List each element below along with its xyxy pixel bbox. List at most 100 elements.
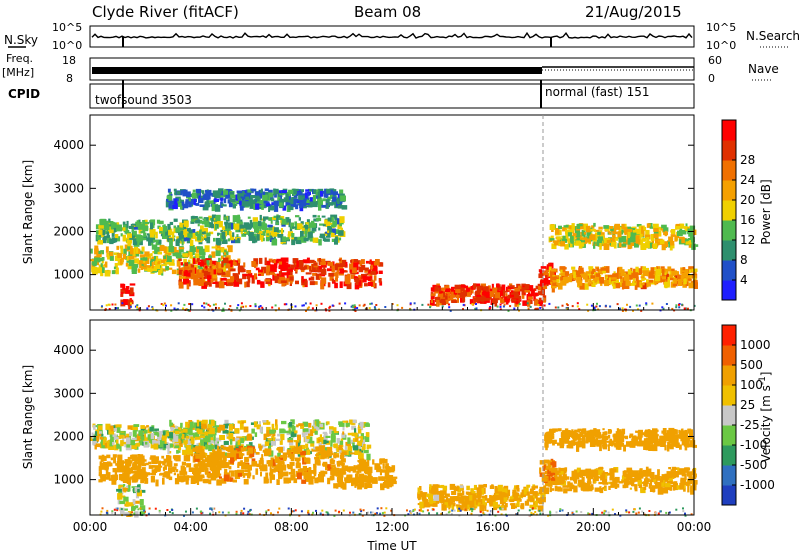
echo-cell (175, 469, 179, 473)
noise-cell (271, 306, 274, 309)
echo-cell (189, 468, 194, 472)
echo-cell (125, 289, 131, 294)
noise-cell (448, 306, 451, 309)
echo-cell (226, 251, 229, 256)
echo-cell (110, 436, 114, 442)
echo-cell (592, 268, 596, 273)
echo-cell (180, 262, 183, 266)
echo-cell (577, 280, 583, 286)
echo-cell (569, 243, 573, 248)
echo-cell (344, 465, 349, 471)
echo-cell (657, 226, 662, 230)
cpid-a: twofsound 3503 (95, 93, 192, 107)
echo-cell (292, 200, 297, 208)
echo-cell (116, 245, 120, 250)
noise-cell (462, 308, 464, 311)
echo-cell (463, 501, 467, 508)
echo-cell (608, 231, 611, 234)
noise-cell (401, 306, 404, 309)
echo-cell (114, 263, 118, 269)
echo-cell (673, 278, 679, 284)
echo-cell (298, 217, 301, 221)
echo-cell (196, 258, 200, 262)
echo-cell (318, 437, 324, 440)
echo-cell (211, 445, 215, 451)
echo-cell (549, 224, 556, 230)
echo-cell (194, 236, 198, 242)
echo-cell (576, 442, 582, 445)
echo-cell (272, 465, 278, 468)
echo-cell (255, 191, 261, 196)
echo-cell (138, 235, 143, 242)
echo-cell (209, 429, 215, 435)
echo-cell (653, 230, 659, 234)
echo-cell (252, 237, 256, 244)
echo-cell (364, 267, 369, 271)
echo-cell (338, 447, 342, 454)
echo-cell (326, 451, 331, 457)
echo-cell (667, 266, 672, 272)
echo-cell (99, 252, 102, 258)
echo-cell (320, 470, 325, 473)
noise-cell (462, 303, 465, 306)
echo-cell (672, 271, 675, 276)
echo-cell (350, 274, 356, 279)
noise-cell (344, 302, 347, 305)
noise-cell (543, 304, 546, 307)
echo-cell (96, 230, 101, 235)
noise-cell (261, 306, 264, 309)
echo-cell (225, 278, 231, 285)
echo-cell (652, 223, 659, 228)
echo-cell (104, 270, 111, 277)
echo-cell (314, 456, 320, 460)
echo-cell (467, 504, 470, 510)
echo-cell (196, 272, 202, 279)
echo-cell (475, 283, 481, 287)
echo-cell (306, 219, 310, 223)
echo-cell (256, 197, 260, 202)
echo-cell (617, 267, 620, 274)
echo-cell (374, 463, 379, 470)
echo-cell (557, 428, 562, 432)
echo-cell (538, 297, 542, 302)
echo-cell (237, 192, 241, 200)
echo-cell (577, 428, 582, 432)
echo-cell (626, 226, 632, 230)
echo-cell (208, 222, 214, 228)
echo-cell (291, 239, 296, 246)
echo-cell (130, 439, 136, 446)
noise-cell (471, 303, 474, 306)
echo-cell (328, 272, 334, 277)
echo-cell (657, 230, 662, 237)
echo-cell (350, 439, 355, 444)
echo-cell (253, 451, 257, 455)
echo-cell (360, 436, 363, 443)
echo-cell (210, 419, 215, 427)
echo-cell (484, 495, 488, 501)
echo-cell (106, 231, 110, 239)
echo-cell (524, 284, 530, 290)
y-tick-label: 2000 (53, 224, 84, 238)
noise-cell (315, 304, 318, 307)
echo-cell (461, 500, 466, 508)
echo-cell (178, 227, 184, 230)
echo-cell (229, 477, 234, 482)
echo-cell (168, 467, 173, 474)
echo-cell (236, 453, 242, 460)
echo-cell (625, 280, 631, 286)
echo-cell (259, 257, 263, 264)
echo-cell (336, 447, 339, 453)
echo-cell (473, 484, 477, 490)
noise-cell (566, 307, 569, 310)
noise-cell (151, 306, 154, 309)
echo-cell (222, 429, 229, 434)
echo-cell (352, 445, 359, 451)
echo-cell (294, 264, 298, 271)
echo-cell (130, 248, 134, 255)
echo-cell (217, 248, 220, 251)
echo-cell (246, 281, 250, 288)
echo-cell (178, 266, 181, 273)
colorbar-segment (722, 120, 736, 141)
echo-cell (463, 291, 469, 297)
